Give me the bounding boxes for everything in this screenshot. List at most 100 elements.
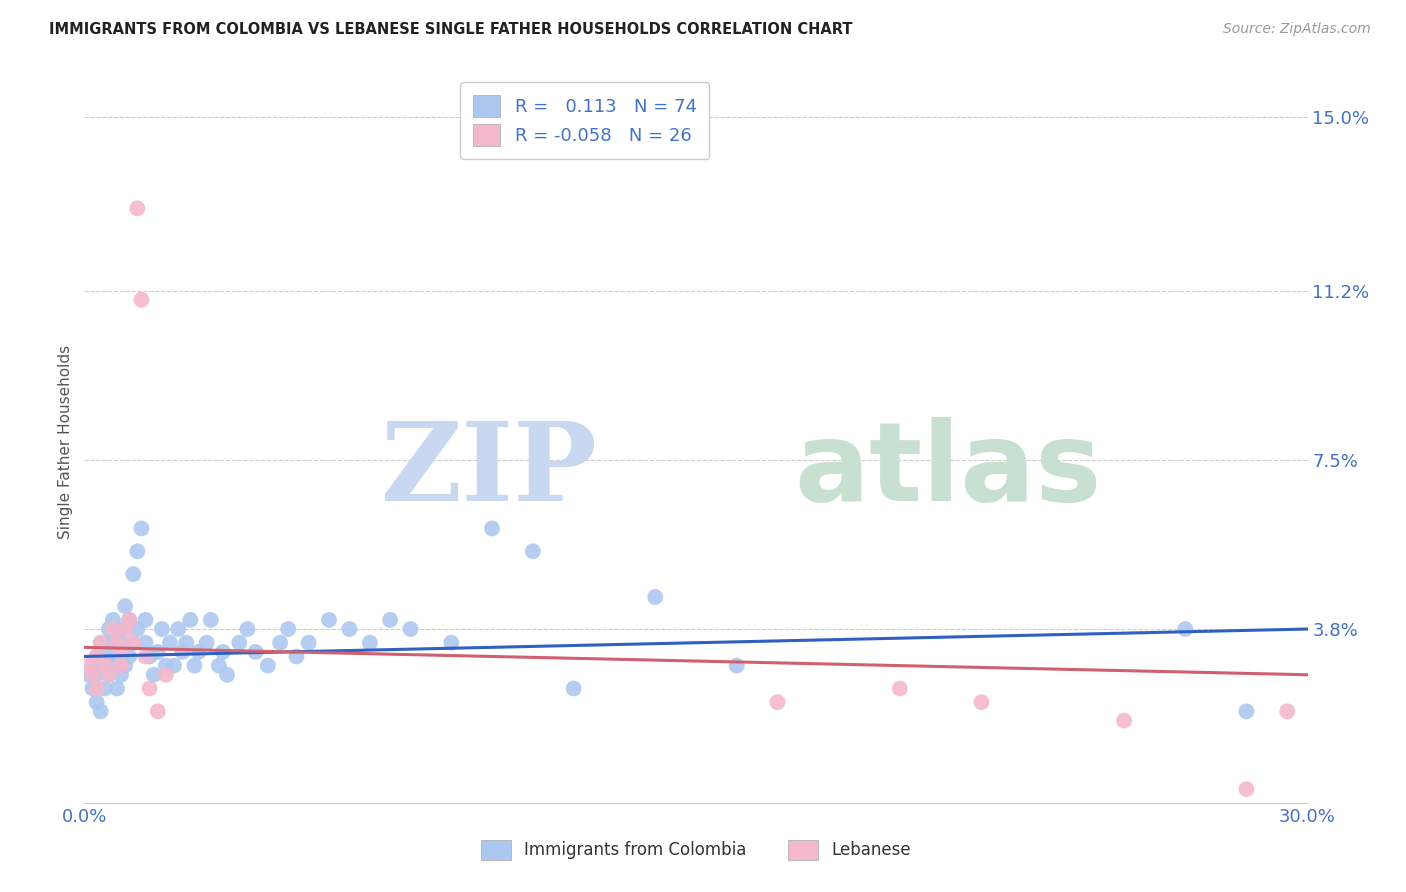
Point	[101, 613, 124, 627]
Point	[1277, 704, 1299, 718]
Point	[118, 613, 141, 627]
Point	[82, 667, 104, 681]
Point	[86, 667, 108, 681]
Point	[77, 667, 100, 681]
Point	[138, 649, 160, 664]
Point	[105, 649, 128, 664]
Point	[135, 649, 157, 664]
Point	[114, 658, 136, 673]
Point	[97, 636, 120, 650]
Point	[562, 681, 585, 696]
Point	[1236, 782, 1258, 797]
Point	[163, 658, 186, 673]
Point	[318, 613, 340, 627]
Point	[97, 667, 120, 681]
Point	[131, 521, 153, 535]
Point	[101, 658, 124, 673]
Point	[339, 622, 361, 636]
Point	[127, 544, 149, 558]
Point	[93, 645, 115, 659]
Point	[127, 622, 149, 636]
Point	[122, 567, 145, 582]
Point	[105, 636, 128, 650]
Point	[114, 622, 136, 636]
Point	[174, 636, 197, 650]
Point	[187, 645, 209, 659]
Point	[105, 681, 128, 696]
Point	[90, 704, 112, 718]
Point	[110, 636, 132, 650]
Point	[285, 649, 308, 664]
Point	[77, 658, 100, 673]
Text: ZIP: ZIP	[381, 417, 598, 524]
Point	[131, 293, 153, 307]
Point	[399, 622, 422, 636]
Y-axis label: Single Father Households: Single Father Households	[58, 344, 73, 539]
Point	[481, 521, 503, 535]
Point	[90, 636, 112, 650]
Point	[195, 636, 218, 650]
Point	[82, 681, 104, 696]
Text: atlas: atlas	[794, 417, 1101, 524]
Point	[889, 681, 911, 696]
Point	[135, 613, 157, 627]
Point	[114, 622, 136, 636]
Point	[110, 658, 132, 673]
Point	[122, 636, 145, 650]
Point	[172, 645, 194, 659]
Point	[298, 636, 321, 650]
Point	[179, 613, 201, 627]
Point	[110, 645, 132, 659]
Point	[86, 649, 108, 664]
Point	[122, 636, 145, 650]
Point	[212, 645, 235, 659]
Point	[82, 658, 104, 673]
Point	[97, 667, 120, 681]
Point	[146, 704, 169, 718]
Point	[93, 658, 115, 673]
Point	[118, 649, 141, 664]
Point	[138, 681, 160, 696]
Text: Source: ZipAtlas.com: Source: ZipAtlas.com	[1223, 22, 1371, 37]
Point	[644, 590, 666, 604]
Point	[228, 636, 250, 650]
Point	[970, 695, 993, 709]
Point	[766, 695, 789, 709]
Point	[1174, 622, 1197, 636]
Point	[114, 599, 136, 614]
Point	[359, 636, 381, 650]
Point	[86, 695, 108, 709]
Point	[93, 681, 115, 696]
Point	[101, 631, 124, 645]
Legend: Immigrants from Colombia, Lebanese: Immigrants from Colombia, Lebanese	[474, 833, 918, 867]
Point	[200, 613, 222, 627]
Point	[105, 622, 128, 636]
Point	[150, 622, 173, 636]
Point	[440, 636, 463, 650]
Point	[245, 645, 267, 659]
Point	[159, 636, 181, 650]
Point	[110, 667, 132, 681]
Point	[118, 613, 141, 627]
Point	[142, 667, 165, 681]
Text: IMMIGRANTS FROM COLOMBIA VS LEBANESE SINGLE FATHER HOUSEHOLDS CORRELATION CHART: IMMIGRANTS FROM COLOMBIA VS LEBANESE SIN…	[49, 22, 852, 37]
Point	[127, 202, 149, 216]
Point	[146, 645, 169, 659]
Point	[1236, 704, 1258, 718]
Point	[380, 613, 402, 627]
Point	[522, 544, 544, 558]
Point	[167, 622, 190, 636]
Point	[269, 636, 291, 650]
Point	[257, 658, 280, 673]
Point	[135, 636, 157, 650]
Point	[217, 667, 239, 681]
Point	[97, 622, 120, 636]
Point	[183, 658, 205, 673]
Point	[208, 658, 231, 673]
Point	[90, 658, 112, 673]
Point	[86, 681, 108, 696]
Point	[236, 622, 259, 636]
Point	[725, 658, 748, 673]
Point	[93, 658, 115, 673]
Point	[277, 622, 299, 636]
